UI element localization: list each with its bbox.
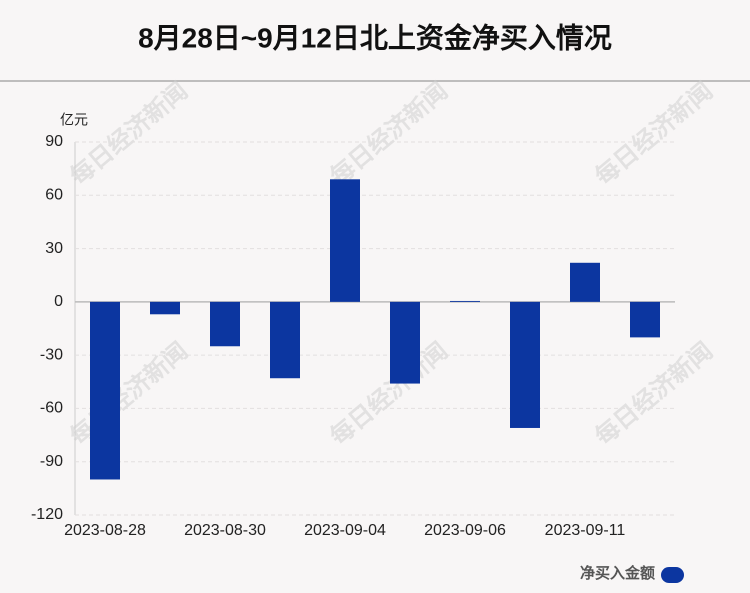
x-tick-label: 2023-09-06: [424, 522, 506, 539]
bar: [390, 301, 420, 384]
x-tick-label: 2023-08-30: [184, 522, 266, 539]
bar: [150, 301, 180, 315]
y-unit: 亿元: [60, 112, 88, 128]
bar: [450, 300, 480, 302]
bar: [570, 262, 600, 302]
bar: [510, 301, 540, 428]
y-tick-label: -30: [40, 346, 63, 363]
y-tick-label: -60: [40, 400, 63, 417]
x-tick-label: 2023-09-11: [545, 522, 626, 539]
bar: [630, 301, 660, 338]
y-tick-label: 90: [45, 133, 63, 150]
chart-title: 8月28日~9月12日北上资金净买入情况: [138, 21, 612, 53]
plot: -120 -90 -60 -30 0 30 60 90 2023-08-28 2023-08-30…: [31, 133, 675, 539]
bar: [90, 301, 120, 480]
x-tick-label: 2023-09-04: [304, 522, 386, 539]
y-tick-label: 0: [54, 293, 63, 310]
bar: [210, 301, 240, 347]
bar: [270, 301, 300, 379]
y-tick-label: -120: [31, 506, 63, 523]
y-tick-label: 30: [45, 240, 63, 257]
x-tick-label: 2023-08-28: [64, 522, 146, 539]
legend-label: 净买入金额: [580, 564, 655, 582]
y-tick-label: 60: [45, 187, 63, 204]
bar: [330, 179, 360, 302]
legend-swatch: [661, 567, 684, 583]
y-tick-label: -90: [40, 453, 63, 470]
